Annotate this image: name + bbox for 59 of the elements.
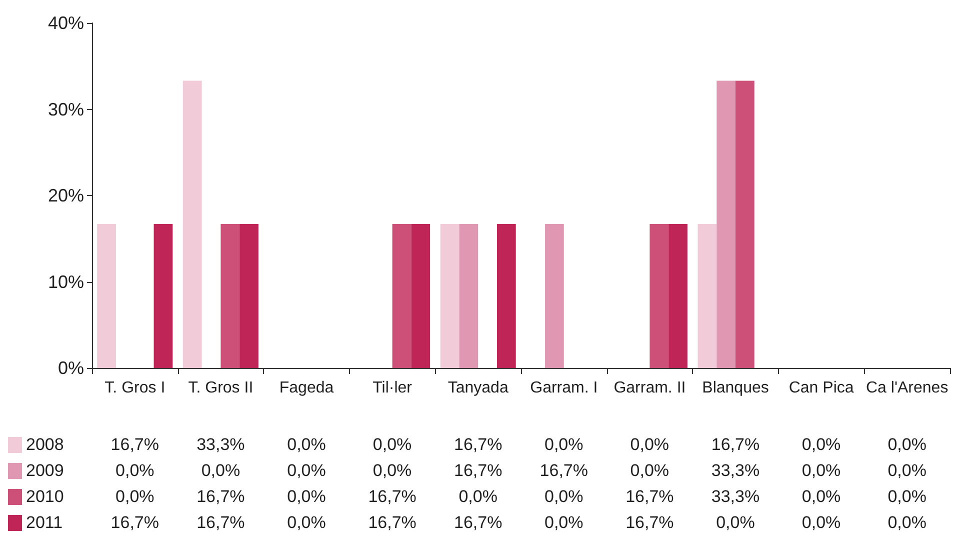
data-label: 0,0% bbox=[629, 461, 670, 481]
legend-label: 2008 bbox=[26, 435, 64, 455]
data-label: 0,0% bbox=[286, 461, 327, 481]
data-label: 0,0% bbox=[200, 461, 242, 481]
x-tick-label: Tanyada bbox=[448, 380, 508, 396]
data-label: 16,7% bbox=[110, 435, 160, 455]
data-label: 0,0% bbox=[715, 513, 756, 533]
data-label: 33,3% bbox=[196, 435, 246, 455]
data-label: 33,3% bbox=[710, 487, 761, 507]
data-label: 16,7% bbox=[624, 513, 675, 533]
data-label: 0,0% bbox=[800, 487, 842, 507]
data-label: 16,7% bbox=[710, 435, 761, 455]
x-tick-label: Ca l'Arenes bbox=[866, 380, 948, 396]
data-label: 0,0% bbox=[544, 435, 584, 455]
legend-label: 2011 bbox=[26, 513, 63, 533]
data-label: 16,7% bbox=[110, 513, 160, 533]
data-label: 0,0% bbox=[886, 461, 928, 481]
y-tick-label: 30% bbox=[48, 99, 84, 120]
data-label: 33,3% bbox=[710, 461, 761, 481]
x-tick-label: T. Gros I bbox=[104, 380, 166, 396]
y-tick-label: 20% bbox=[48, 186, 84, 206]
data-label: 0,0% bbox=[544, 487, 584, 507]
data-label: 0,0% bbox=[800, 435, 842, 455]
legend-label: 2009 bbox=[26, 461, 64, 481]
data-label: 0,0% bbox=[372, 461, 413, 481]
legend-label: 2010 bbox=[26, 487, 64, 507]
y-tick-label: 10% bbox=[48, 272, 84, 292]
data-label: 0,0% bbox=[800, 513, 842, 533]
x-tick-label: Garram. I bbox=[530, 380, 598, 396]
x-tick-label: Blanques bbox=[702, 380, 769, 396]
data-label: 0,0% bbox=[372, 435, 413, 455]
data-label: 0,0% bbox=[886, 487, 928, 507]
data-label: 16,7% bbox=[538, 461, 589, 481]
y-tick-label: 40% bbox=[48, 13, 84, 33]
x-tick-label: T. Gros II bbox=[188, 380, 254, 396]
data-label: 0,0% bbox=[286, 487, 327, 507]
data-label: 0,0% bbox=[114, 461, 156, 481]
data-label: 16,7% bbox=[452, 513, 504, 533]
data-label: 0,0% bbox=[800, 461, 842, 481]
y-tick-label: 0% bbox=[58, 358, 84, 378]
data-label: 16,7% bbox=[452, 461, 504, 481]
data-label: 0,0% bbox=[286, 513, 327, 533]
data-label: 0,0% bbox=[458, 487, 498, 507]
data-label: 16,7% bbox=[624, 487, 675, 507]
data-label: 0,0% bbox=[629, 435, 670, 455]
data-label: 16,7% bbox=[367, 487, 418, 507]
x-tick-label: Fageda bbox=[279, 380, 334, 396]
data-label: 0,0% bbox=[544, 513, 584, 533]
data-label: 16,7% bbox=[367, 513, 418, 533]
data-label: 0,0% bbox=[886, 513, 928, 533]
x-tick-label: Can Pica bbox=[788, 380, 854, 396]
data-label: 0,0% bbox=[286, 435, 327, 455]
x-tick-label: Garram. II bbox=[614, 380, 686, 396]
data-label: 16,7% bbox=[452, 435, 504, 455]
data-label: 16,7% bbox=[196, 513, 246, 533]
data-label: 16,7% bbox=[196, 487, 246, 507]
x-tick-label: Til·ler bbox=[372, 380, 413, 396]
data-label: 0,0% bbox=[886, 435, 928, 455]
data-label: 0,0% bbox=[114, 487, 156, 507]
